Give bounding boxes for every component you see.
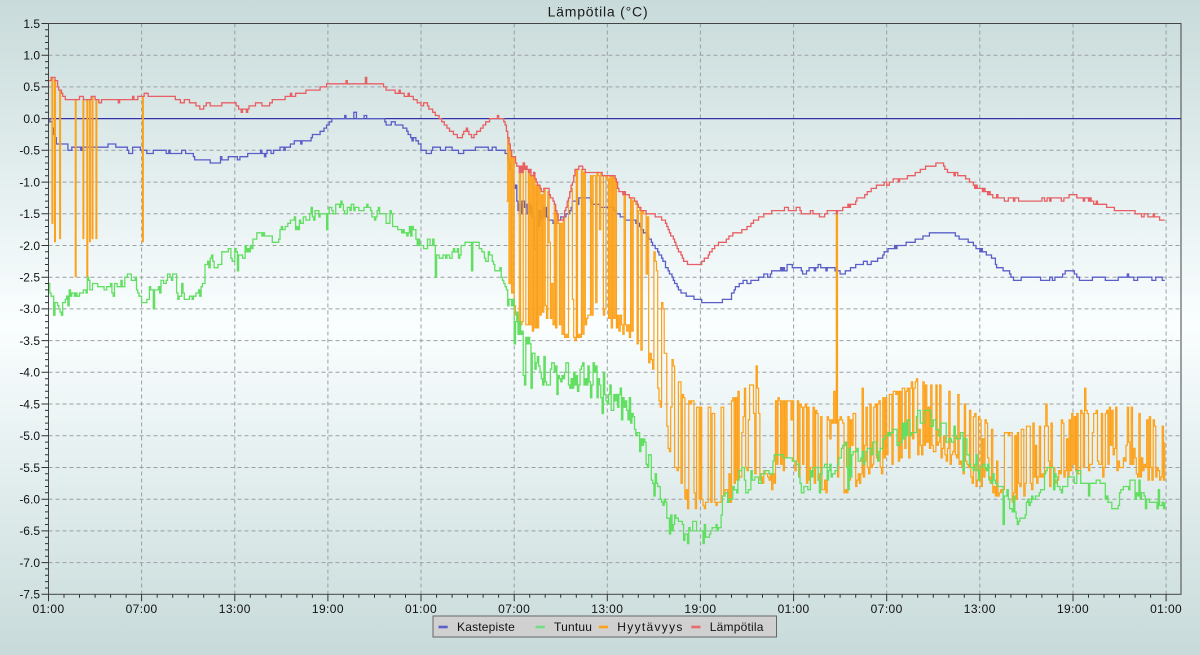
svg-text:13:00: 13:00 xyxy=(219,602,251,616)
svg-text:19:00: 19:00 xyxy=(312,602,344,616)
svg-text:Kastepiste: Kastepiste xyxy=(457,620,515,634)
svg-text:-4.0: -4.0 xyxy=(19,366,40,380)
svg-text:-3.0: -3.0 xyxy=(19,302,40,316)
svg-text:13:00: 13:00 xyxy=(591,602,623,616)
svg-text:-2.5: -2.5 xyxy=(19,271,40,285)
svg-text:19:00: 19:00 xyxy=(1057,602,1089,616)
svg-text:01:00: 01:00 xyxy=(1150,602,1182,616)
svg-text:-7.0: -7.0 xyxy=(19,556,40,570)
svg-text:13:00: 13:00 xyxy=(964,602,996,616)
svg-text:01:00: 01:00 xyxy=(32,602,64,616)
svg-text:Tuntuu: Tuntuu xyxy=(554,620,592,634)
svg-text:Lämpötila (°C): Lämpötila (°C) xyxy=(548,4,649,20)
svg-text:1.0: 1.0 xyxy=(23,49,40,63)
svg-text:-6.5: -6.5 xyxy=(19,524,40,538)
svg-text:-1.0: -1.0 xyxy=(19,175,40,189)
svg-text:07:00: 07:00 xyxy=(871,602,903,616)
svg-text:01:00: 01:00 xyxy=(405,602,437,616)
svg-text:-2.0: -2.0 xyxy=(19,239,40,253)
svg-text:07:00: 07:00 xyxy=(126,602,158,616)
svg-text:0.5: 0.5 xyxy=(23,80,40,94)
svg-text:-3.5: -3.5 xyxy=(19,334,40,348)
svg-text:-1.5: -1.5 xyxy=(19,207,40,221)
svg-text:-5.0: -5.0 xyxy=(19,429,40,443)
svg-text:19:00: 19:00 xyxy=(684,602,716,616)
svg-text:-6.0: -6.0 xyxy=(19,493,40,507)
svg-text:07:00: 07:00 xyxy=(498,602,530,616)
svg-text:1.5: 1.5 xyxy=(23,17,40,31)
svg-text:01:00: 01:00 xyxy=(778,602,810,616)
svg-text:Hyytävyys: Hyytävyys xyxy=(617,620,683,634)
svg-text:-0.5: -0.5 xyxy=(19,144,40,158)
svg-text:-7.5: -7.5 xyxy=(19,588,40,602)
svg-text:-5.5: -5.5 xyxy=(19,461,40,475)
svg-text:0.0: 0.0 xyxy=(23,112,40,126)
svg-text:-4.5: -4.5 xyxy=(19,397,40,411)
svg-text:Lämpötila: Lämpötila xyxy=(710,620,764,634)
